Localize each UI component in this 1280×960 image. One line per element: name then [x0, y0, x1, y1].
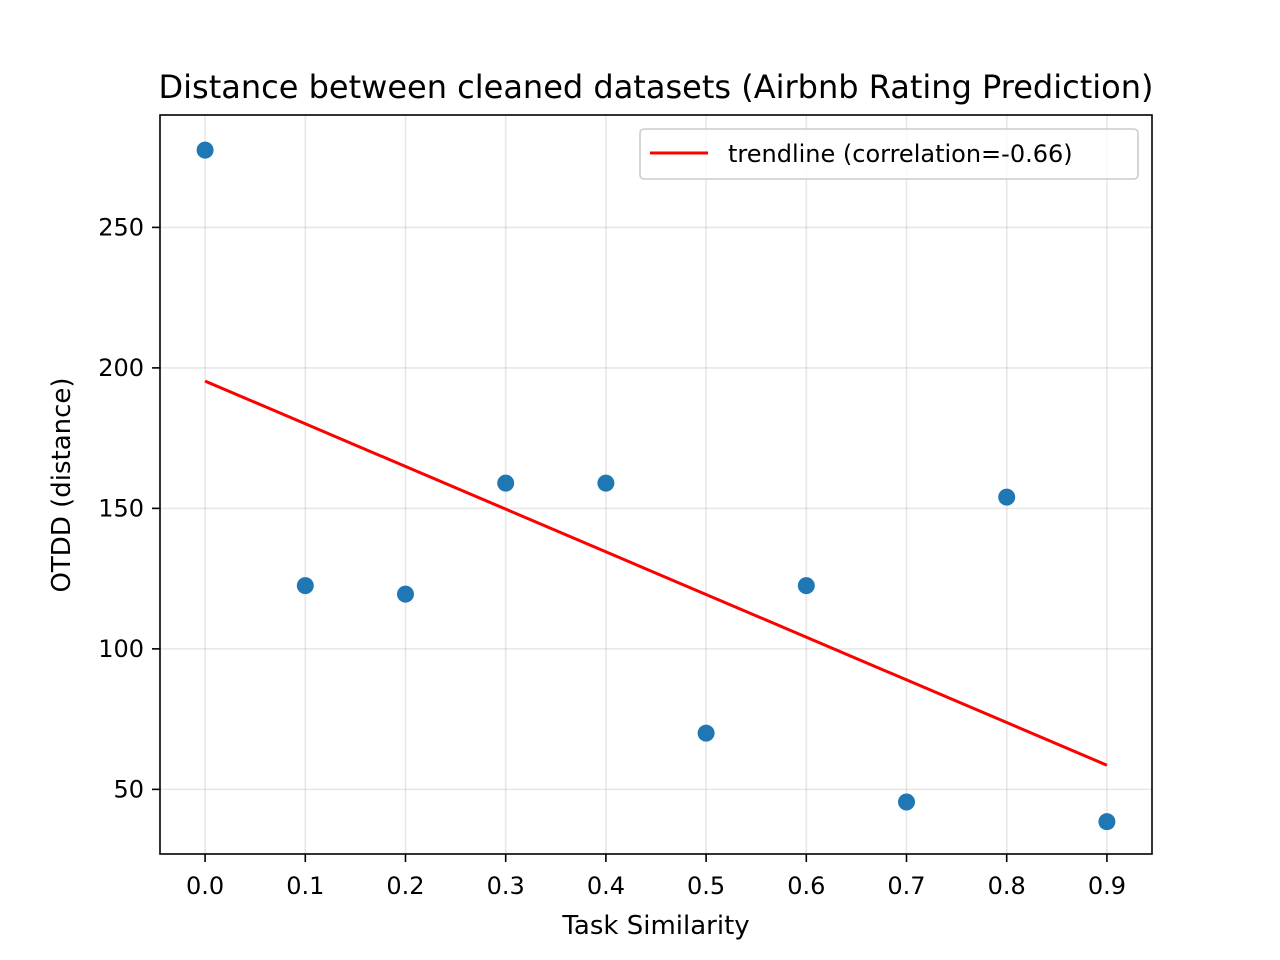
x-tick-label: 0.3 — [487, 872, 525, 900]
x-tick-label: 0.4 — [587, 872, 625, 900]
y-tick-label: 50 — [113, 775, 144, 803]
y-tick-label: 100 — [98, 635, 144, 663]
legend-trendline-label: trendline (correlation=-0.66) — [728, 140, 1073, 168]
x-tick-label: 0.8 — [988, 872, 1026, 900]
scatter-point — [196, 141, 214, 159]
scatter-point — [697, 724, 715, 742]
x-axis-ticks: 0.0 0.1 0.2 0.3 0.4 0.5 0.6 0.7 0.8 0.9 — [186, 854, 1126, 900]
scatter-point — [296, 577, 314, 595]
scatter-point — [497, 474, 515, 492]
x-tick-label: 0.0 — [186, 872, 224, 900]
scatter-point — [797, 577, 815, 595]
scatter-points — [196, 141, 1116, 831]
grid — [160, 115, 1152, 854]
scatter-point — [1098, 813, 1116, 831]
plot-frame — [159, 114, 1153, 855]
chart-title: Distance between cleaned datasets (Airbn… — [159, 68, 1154, 106]
x-tick-label: 0.5 — [687, 872, 725, 900]
x-tick-label: 0.6 — [787, 872, 825, 900]
x-tick-label: 0.7 — [887, 872, 925, 900]
y-axis-label: OTDD (distance) — [47, 377, 77, 592]
scatter-point — [998, 488, 1016, 506]
x-axis-label: Task Similarity — [561, 911, 749, 941]
scatter-point — [597, 474, 615, 492]
trendline-layer — [204, 379, 1108, 767]
legend-box — [639, 128, 1139, 180]
trendline — [204, 379, 1108, 767]
scatter-point — [396, 585, 414, 603]
x-tick-label: 0.1 — [286, 872, 324, 900]
y-tick-label: 200 — [98, 354, 144, 382]
y-tick-label: 150 — [98, 494, 144, 522]
legend: trendline (correlation=-0.66) — [639, 128, 1139, 180]
scatter-point — [898, 793, 916, 811]
y-axis-ticks: 50 100 150 200 250 — [98, 213, 160, 803]
x-tick-label: 0.2 — [386, 872, 424, 900]
x-tick-label: 0.9 — [1088, 872, 1126, 900]
y-tick-label: 250 — [98, 213, 144, 241]
